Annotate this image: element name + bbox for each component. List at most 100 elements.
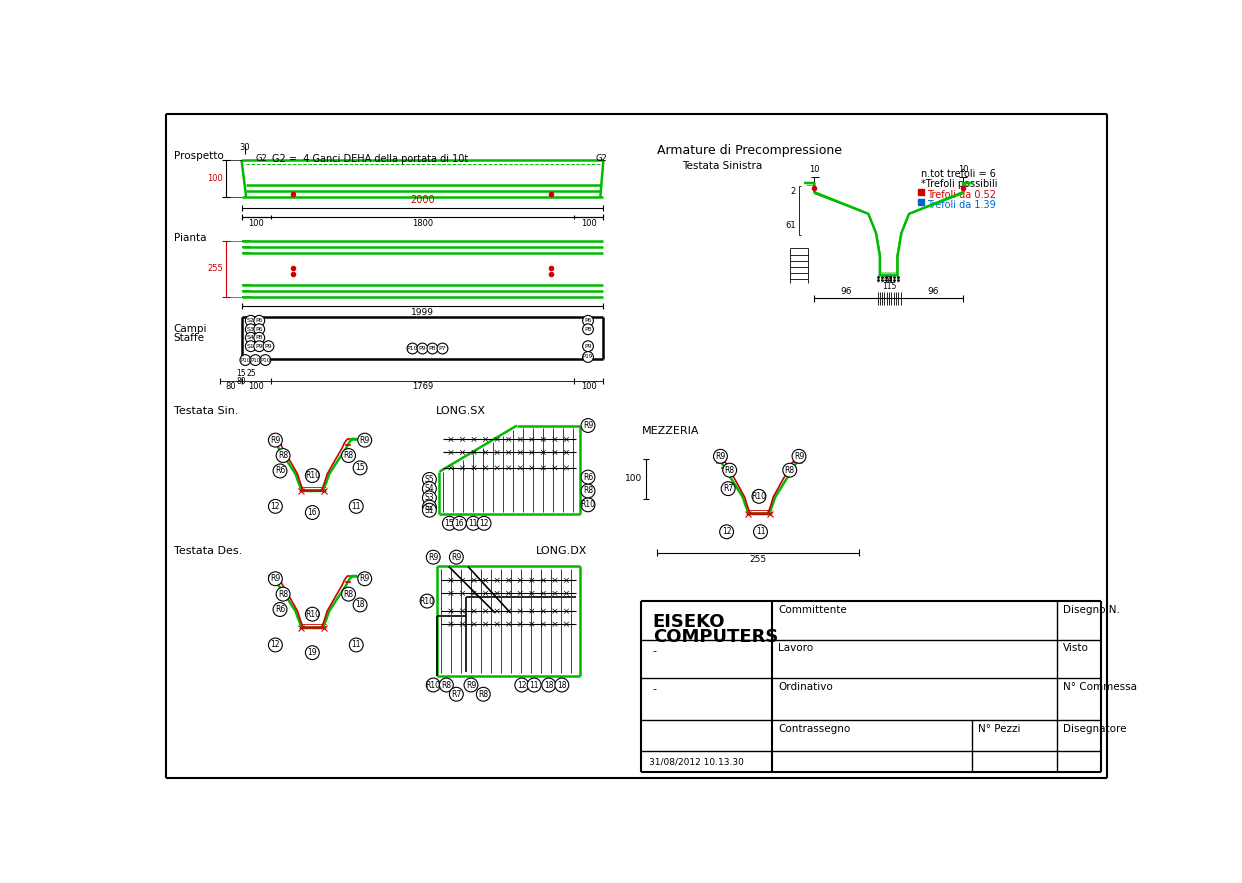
Circle shape: [253, 315, 265, 326]
Text: 100: 100: [207, 174, 224, 183]
Text: R6: R6: [274, 605, 286, 614]
Circle shape: [353, 461, 368, 475]
Text: P10: P10: [407, 346, 419, 351]
Circle shape: [422, 500, 436, 514]
Text: *Trefoli possibili: *Trefoli possibili: [920, 179, 997, 189]
Circle shape: [477, 687, 491, 701]
Text: 31/08/2012 10.13.30: 31/08/2012 10.13.30: [648, 758, 744, 766]
Text: Contrassegno: Contrassegno: [779, 724, 851, 735]
Circle shape: [417, 343, 427, 354]
Circle shape: [306, 469, 319, 482]
Circle shape: [276, 449, 291, 463]
Text: 16: 16: [308, 508, 317, 517]
Text: 100: 100: [248, 382, 265, 391]
Text: P10: P10: [240, 358, 251, 363]
Circle shape: [437, 343, 448, 354]
Circle shape: [426, 550, 440, 564]
Text: Armature di Precompressione: Armature di Precompressione: [657, 145, 842, 157]
Circle shape: [268, 500, 282, 513]
Circle shape: [722, 482, 735, 495]
Text: R10: R10: [304, 609, 320, 619]
Text: R8: R8: [478, 690, 488, 698]
Text: R8: R8: [785, 465, 795, 475]
Text: Visto: Visto: [1063, 644, 1089, 653]
Text: R8: R8: [344, 451, 354, 460]
Circle shape: [422, 503, 436, 517]
Circle shape: [268, 638, 282, 652]
Circle shape: [477, 517, 491, 530]
Circle shape: [450, 550, 463, 564]
Text: S2: S2: [247, 318, 255, 323]
Circle shape: [542, 678, 555, 692]
Text: 15: 15: [445, 519, 455, 528]
Circle shape: [754, 525, 768, 539]
Circle shape: [422, 491, 436, 505]
Text: S5: S5: [425, 475, 435, 484]
Text: P9: P9: [256, 343, 263, 349]
Text: 1800: 1800: [412, 219, 433, 228]
Text: n.tot trefoli = 6: n.tot trefoli = 6: [920, 170, 996, 179]
Circle shape: [723, 464, 737, 477]
Circle shape: [349, 500, 363, 513]
Circle shape: [306, 608, 319, 621]
Text: Campi: Campi: [174, 324, 207, 334]
Text: R8: R8: [724, 465, 735, 475]
Circle shape: [719, 525, 734, 539]
Circle shape: [452, 517, 466, 530]
Circle shape: [306, 506, 319, 519]
Text: 255: 255: [750, 555, 766, 564]
Text: -: -: [653, 684, 657, 694]
Text: EISEKO: EISEKO: [653, 613, 725, 630]
Text: 100: 100: [581, 382, 596, 391]
Text: Trefoli da 1.39: Trefoli da 1.39: [927, 200, 996, 210]
Circle shape: [268, 572, 282, 585]
Text: 96: 96: [841, 287, 852, 296]
Text: 10: 10: [958, 165, 969, 174]
Circle shape: [306, 645, 319, 660]
Text: R6: R6: [582, 472, 594, 481]
Text: R10: R10: [420, 597, 435, 606]
Circle shape: [581, 498, 595, 512]
Circle shape: [342, 449, 355, 463]
Circle shape: [465, 678, 478, 692]
Text: 115: 115: [882, 282, 897, 291]
Text: Pianta: Pianta: [174, 233, 206, 243]
Circle shape: [246, 315, 256, 326]
Circle shape: [246, 324, 256, 335]
Text: 12: 12: [271, 502, 281, 511]
Circle shape: [353, 598, 368, 612]
Circle shape: [427, 343, 438, 354]
Text: 19: 19: [308, 648, 317, 657]
Text: R9: R9: [360, 574, 370, 584]
Circle shape: [246, 341, 256, 351]
Circle shape: [582, 351, 594, 362]
Circle shape: [273, 602, 287, 616]
Text: R10: R10: [751, 492, 766, 501]
Circle shape: [240, 355, 251, 366]
Text: P6: P6: [584, 318, 591, 323]
Text: LONG.DX: LONG.DX: [535, 547, 587, 556]
Circle shape: [426, 678, 440, 692]
Text: R8: R8: [582, 487, 594, 495]
Text: N° Commessa: N° Commessa: [1063, 682, 1138, 692]
Text: 2: 2: [791, 187, 796, 196]
Text: MEZZERIA: MEZZERIA: [642, 426, 699, 435]
Text: S2: S2: [425, 502, 435, 511]
Circle shape: [792, 449, 806, 464]
Text: P10: P10: [250, 358, 261, 363]
Text: R7: R7: [451, 690, 462, 698]
Text: S1: S1: [247, 343, 255, 349]
Circle shape: [246, 332, 256, 343]
Text: 61: 61: [785, 221, 796, 230]
Text: S4: S4: [425, 484, 435, 493]
Circle shape: [342, 587, 355, 601]
Text: R6: R6: [274, 466, 286, 475]
Circle shape: [450, 687, 463, 701]
Text: R10: R10: [304, 471, 320, 480]
Text: 255: 255: [207, 264, 224, 274]
Text: P8: P8: [256, 336, 263, 340]
Text: R10: R10: [426, 681, 441, 690]
Text: R8: R8: [441, 681, 451, 690]
Text: R9: R9: [794, 452, 804, 461]
Text: Ordinativo: Ordinativo: [779, 682, 833, 692]
